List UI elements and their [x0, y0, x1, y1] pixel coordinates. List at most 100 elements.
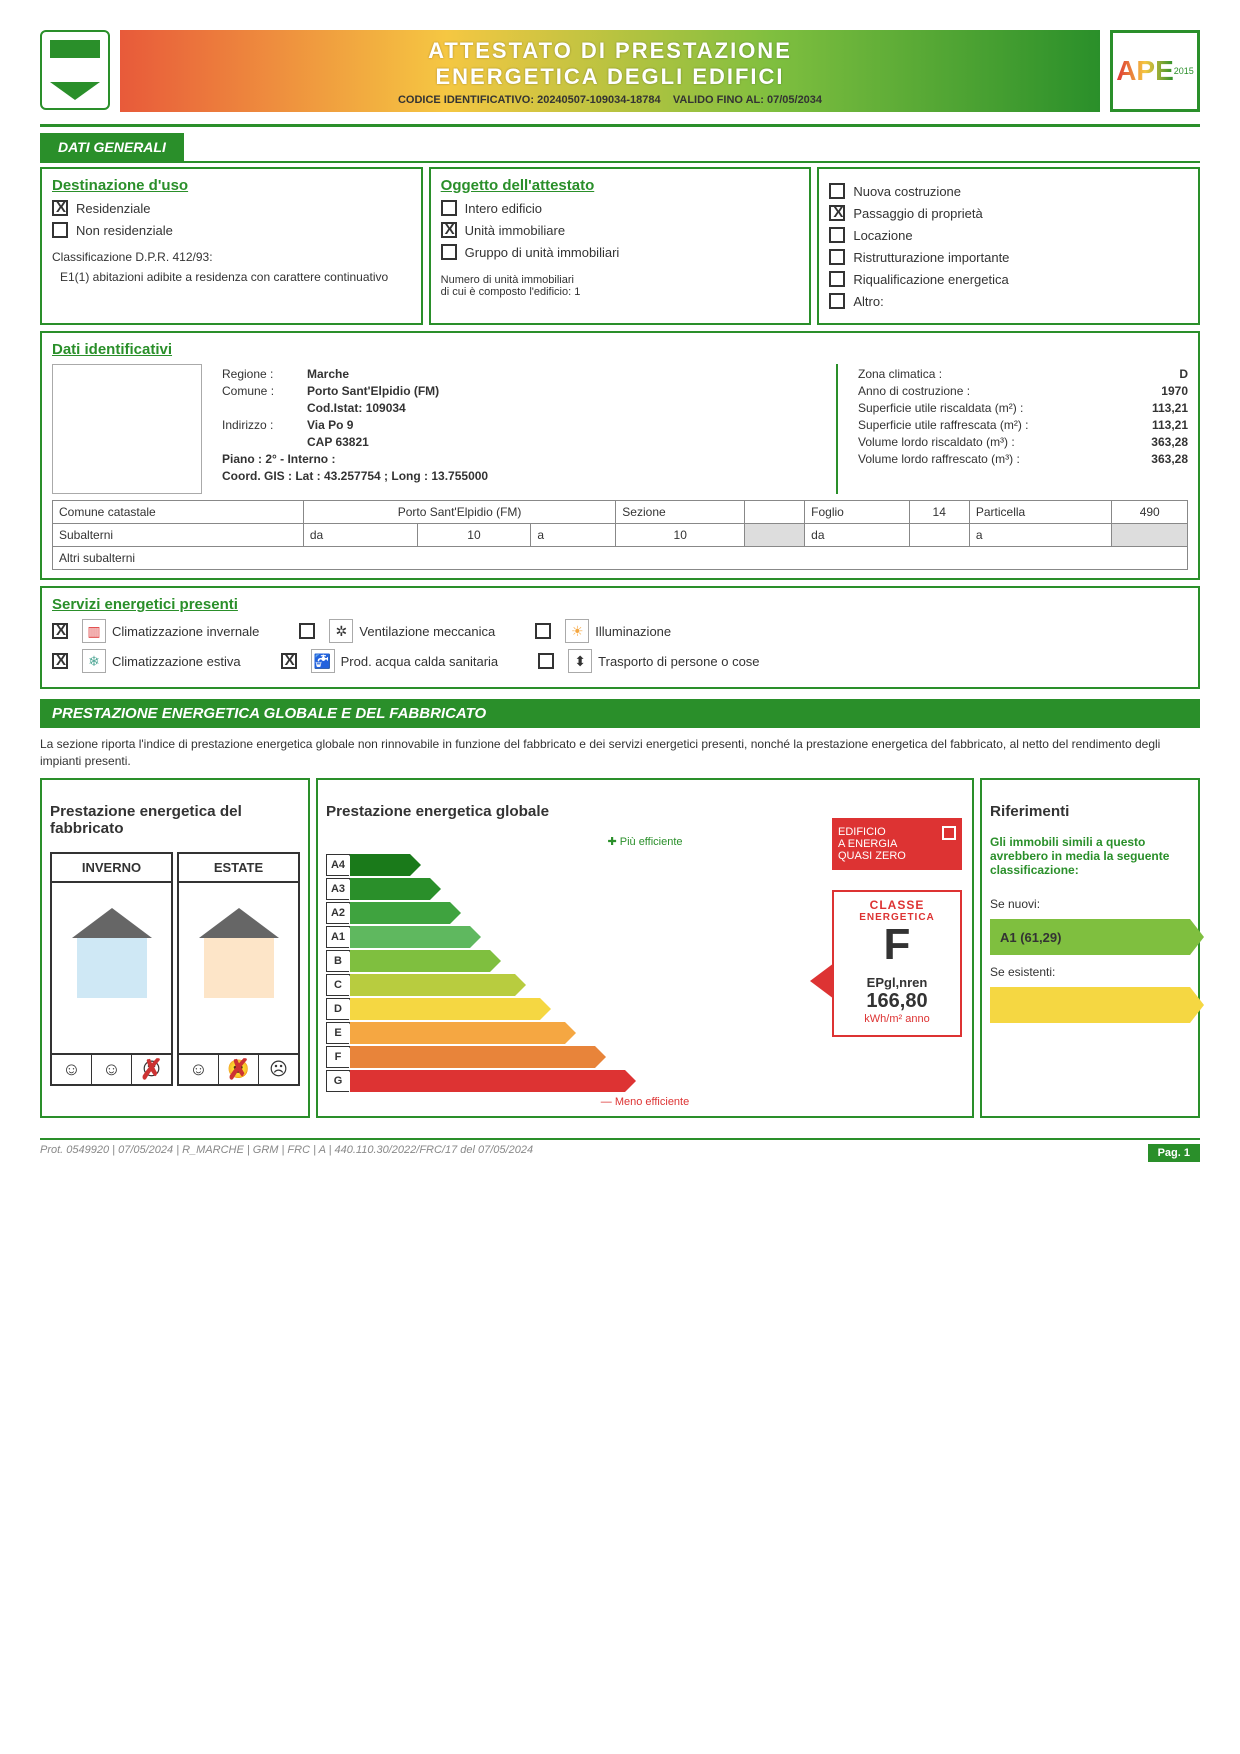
- classe-value: F: [838, 923, 956, 967]
- codice-value: 20240507-109034-18784: [537, 94, 661, 106]
- sub-a2-k: a: [969, 524, 1112, 547]
- gis-v: Coord. GIS : Lat : 43.257754 ; Long : 13…: [222, 469, 488, 483]
- oggetto-panel: Oggetto dell'attestato Intero edificio U…: [429, 167, 812, 325]
- valido-value: 07/05/2034: [767, 94, 822, 106]
- destinazione-panel: Destinazione d'uso Residenziale Non resi…: [40, 167, 423, 325]
- opt-locazione: Locazione: [853, 228, 912, 243]
- volrisc-k: Volume lordo riscaldato (m³) :: [858, 435, 1015, 449]
- sub-da1-k: da: [303, 524, 417, 547]
- svc-vent: Ventilazione meccanica: [359, 624, 495, 639]
- cb-non-residenziale: [52, 222, 68, 238]
- opt-residenziale: Residenziale: [76, 201, 150, 216]
- snowflake-icon: ❄: [82, 649, 106, 673]
- cb-vent: [299, 623, 315, 639]
- smiley-6: ☹: [259, 1055, 298, 1084]
- energy-label-A1: A1: [326, 926, 350, 948]
- classificazione-text: E1(1) abitazioni adibite a residenza con…: [52, 270, 411, 284]
- ep-value: 166,80: [838, 990, 956, 1013]
- arrow-left-icon: [810, 963, 834, 999]
- volrisc-v: 363,28: [1151, 435, 1188, 449]
- indirizzo-v: Via Po 9: [307, 418, 353, 432]
- cb-intero: [441, 200, 457, 216]
- cb-clim-inv: [52, 623, 68, 639]
- meno-efficiente: Meno efficiente: [615, 1096, 689, 1108]
- ape-year: 2015: [1174, 66, 1194, 76]
- cb-nuova: [829, 183, 845, 199]
- footer: Prot. 0549920 | 07/05/2024 | R_MARCHE | …: [40, 1138, 1200, 1162]
- anno-k: Anno di costruzione :: [858, 384, 970, 398]
- ep-unit: kWh/m² anno: [838, 1013, 956, 1025]
- ape-text: APE: [1116, 55, 1174, 87]
- energy-label-D: D: [326, 998, 350, 1020]
- smiley-3-selected: ☹: [132, 1055, 171, 1084]
- codice-label: CODICE IDENTIFICATIVO:: [398, 94, 534, 106]
- cb-clim-est: [52, 653, 68, 669]
- foglio-v: 14: [909, 501, 969, 524]
- identificativi-title: Dati identificativi: [52, 341, 1188, 358]
- comune-cat-k: Comune catastale: [53, 501, 304, 524]
- cb-riqual: [829, 271, 845, 287]
- cb-residenziale: [52, 200, 68, 216]
- energy-bar-A3: [350, 878, 430, 900]
- num-unita-sub: di cui è composto l'edificio:: [441, 286, 572, 298]
- ep-label: EPgl,nren: [838, 975, 956, 990]
- opt-intero: Intero edificio: [465, 201, 542, 216]
- nzeb-l1: EDIFICIO: [838, 826, 886, 838]
- energy-bar-D: [350, 998, 540, 1020]
- cb-illum: [535, 623, 551, 639]
- opt-riqual: Riqualificazione energetica: [853, 272, 1008, 287]
- classificazione-label: Classificazione D.P.R. 412/93:: [52, 250, 411, 264]
- inverno-label: INVERNO: [52, 854, 171, 883]
- tap-icon: 🚰: [311, 649, 335, 673]
- opt-gruppo: Gruppo di unità immobiliari: [465, 245, 620, 260]
- region-logo: [40, 30, 110, 110]
- cb-unita: [441, 222, 457, 238]
- sub-k: Subalterni: [53, 524, 304, 547]
- elevator-icon: ⬍: [568, 649, 592, 673]
- identificativi-panel: Dati identificativi Regione :Marche Comu…: [40, 331, 1200, 580]
- inverno-col: INVERNO ☺ ☺ ☹: [50, 852, 173, 1086]
- footer-prot: Prot. 0549920 | 07/05/2024 | R_MARCHE | …: [40, 1144, 533, 1162]
- num-unita-val: 1: [574, 286, 580, 298]
- opt-passaggio: Passaggio di proprietà: [853, 206, 982, 221]
- energy-bar-A2: [350, 902, 450, 924]
- opt-non-residenziale: Non residenziale: [76, 223, 173, 238]
- house-summer-icon: [204, 938, 274, 998]
- energy-label-E: E: [326, 1022, 350, 1044]
- bulb-icon: ☀: [565, 619, 589, 643]
- volraff-v: 363,28: [1151, 452, 1188, 466]
- fabbricato-panel: Prestazione energetica del fabbricato IN…: [40, 778, 310, 1118]
- comune-cat-v: Porto Sant'Elpidio (FM): [303, 501, 615, 524]
- servizi-title: Servizi energetici presenti: [52, 596, 1188, 613]
- energy-bar-B: [350, 950, 490, 972]
- smiley-4: ☺: [179, 1055, 219, 1084]
- sub-da1-v: 10: [417, 524, 531, 547]
- zona-k: Zona climatica :: [858, 367, 942, 381]
- footer-page: Pag. 1: [1148, 1144, 1200, 1162]
- nuovi-v: A1 (61,29): [1000, 930, 1061, 945]
- title-line2: ENERGETICA DEGLI EDIFICI: [132, 64, 1088, 90]
- classe-box: CLASSE ENERGETICA F EPgl,nren 166,80 kWh…: [832, 890, 962, 1037]
- estate-col: ESTATE ☺ 😐 ☹: [177, 852, 300, 1086]
- classe-l1: CLASSE: [838, 898, 956, 912]
- svc-acs: Prod. acqua calda sanitaria: [341, 654, 499, 669]
- piano-v: Piano : 2° - Interno :: [222, 452, 335, 466]
- sub-da2-k: da: [805, 524, 909, 547]
- cb-altro: [829, 293, 845, 309]
- fan-icon: ✲: [329, 619, 353, 643]
- servizi-panel: Servizi energetici presenti ▥ Climatizzaz…: [40, 586, 1200, 689]
- radiator-icon: ▥: [82, 619, 106, 643]
- title-banner: ATTESTATO DI PRESTAZIONE ENERGETICA DEGL…: [120, 30, 1100, 112]
- cb-ristrutt: [829, 249, 845, 265]
- altri-sub-k: Altri subalterni: [53, 547, 1188, 570]
- svc-clim-inv: Climatizzazione invernale: [112, 624, 259, 639]
- ref-esistenti-arrow: [990, 987, 1190, 1023]
- sub-a1-k: a: [531, 524, 616, 547]
- ref-nuovi-arrow: A1 (61,29): [990, 919, 1190, 955]
- energy-label-G: G: [326, 1070, 350, 1092]
- svc-trasp: Trasporto di persone o cose: [598, 654, 759, 669]
- energy-label-F: F: [326, 1046, 350, 1068]
- particella-k: Particella: [969, 501, 1112, 524]
- regione-v: Marche: [307, 367, 349, 381]
- energy-label-A4: A4: [326, 854, 350, 876]
